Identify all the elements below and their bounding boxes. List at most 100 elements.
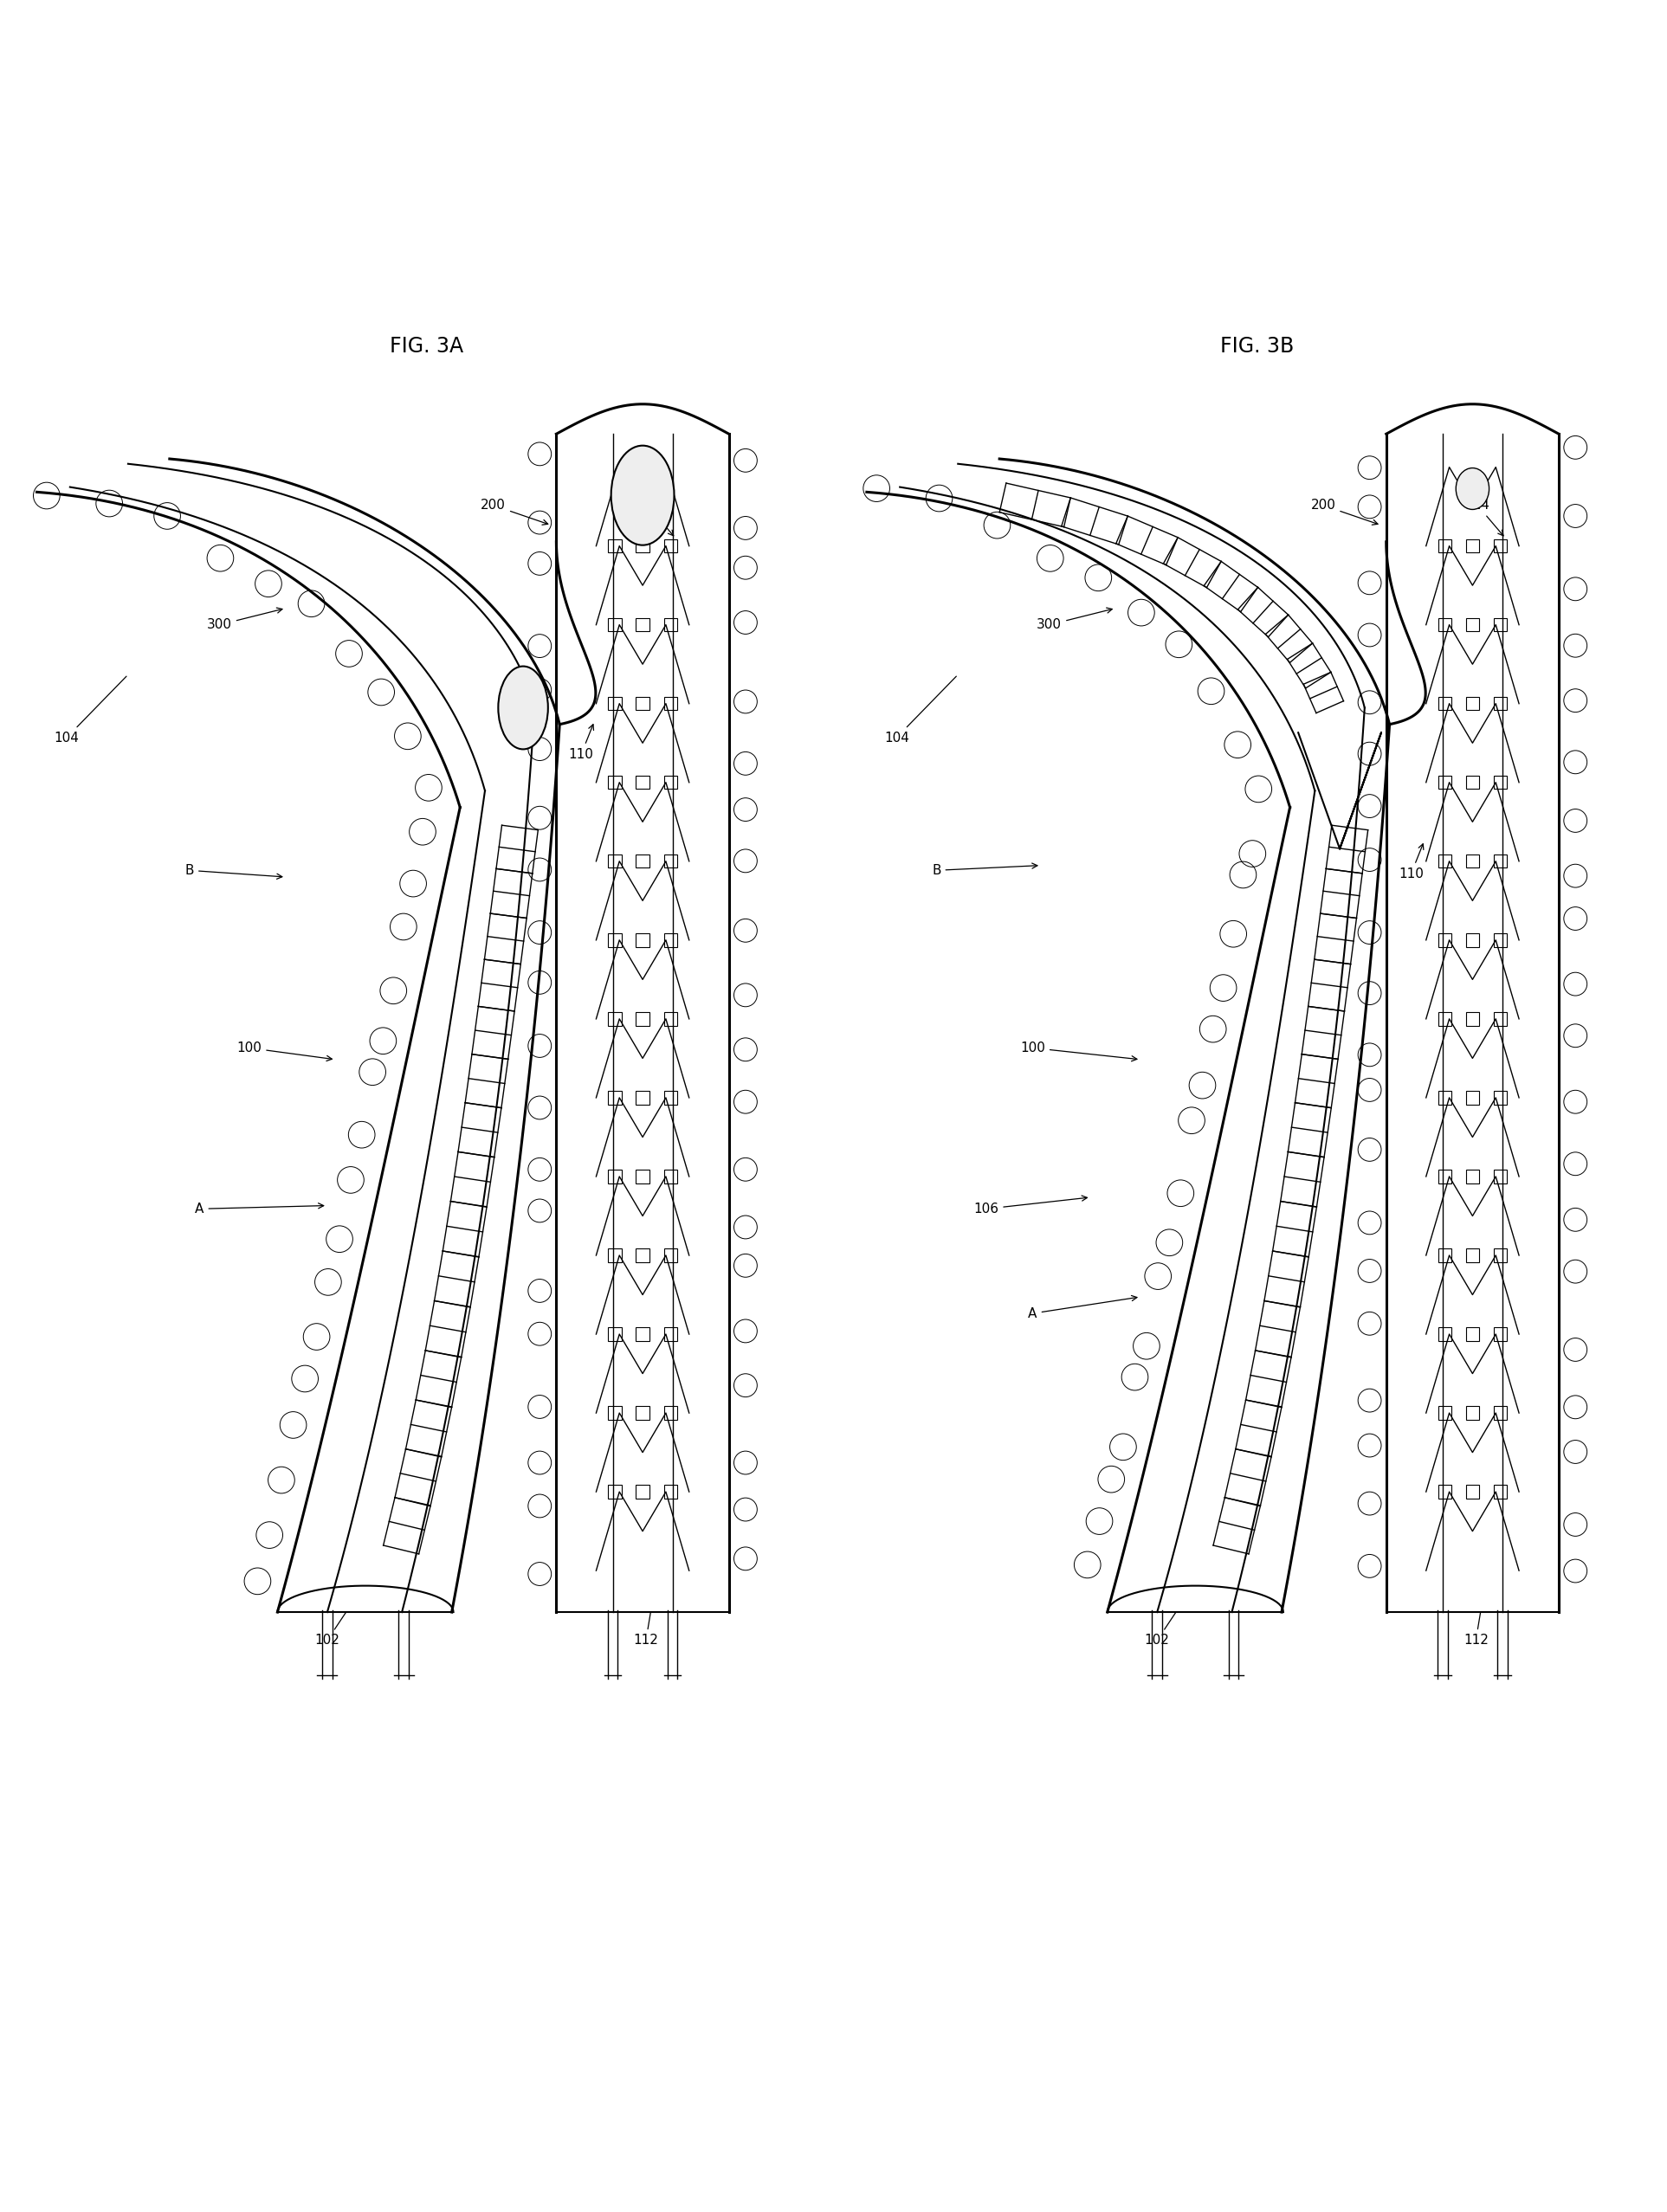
Bar bbox=[1494, 1091, 1507, 1104]
Bar bbox=[1465, 776, 1479, 790]
Bar bbox=[663, 697, 677, 710]
Bar bbox=[637, 776, 648, 790]
Ellipse shape bbox=[1455, 469, 1489, 509]
Bar bbox=[637, 1250, 648, 1263]
Bar bbox=[608, 776, 622, 790]
Text: 200: 200 bbox=[1310, 500, 1379, 524]
Bar bbox=[608, 854, 622, 867]
Bar bbox=[1465, 854, 1479, 867]
Bar bbox=[637, 1013, 648, 1026]
Text: A: A bbox=[1029, 1296, 1137, 1321]
Bar bbox=[1465, 617, 1479, 630]
Bar bbox=[608, 1327, 622, 1340]
Bar bbox=[663, 1250, 677, 1263]
Bar bbox=[1465, 1407, 1479, 1420]
Bar bbox=[1494, 1484, 1507, 1498]
Text: 106: 106 bbox=[974, 1197, 1087, 1214]
Bar bbox=[663, 854, 677, 867]
Bar bbox=[1439, 854, 1452, 867]
Bar bbox=[637, 1091, 648, 1104]
Bar bbox=[663, 1327, 677, 1340]
Bar bbox=[1494, 617, 1507, 630]
Ellipse shape bbox=[612, 445, 673, 544]
Text: 102: 102 bbox=[1145, 1613, 1175, 1646]
Bar bbox=[663, 1170, 677, 1183]
Bar bbox=[608, 617, 622, 630]
Bar bbox=[663, 1484, 677, 1498]
Bar bbox=[608, 1250, 622, 1263]
Bar bbox=[1465, 1327, 1479, 1340]
Bar bbox=[1439, 1013, 1452, 1026]
Bar bbox=[663, 617, 677, 630]
Bar bbox=[637, 540, 648, 553]
Bar bbox=[1439, 1484, 1452, 1498]
Bar bbox=[608, 1484, 622, 1498]
Bar bbox=[1465, 1013, 1479, 1026]
Bar bbox=[1465, 540, 1479, 553]
Text: B: B bbox=[185, 865, 282, 878]
Text: 112: 112 bbox=[1464, 1613, 1489, 1646]
Bar bbox=[1494, 854, 1507, 867]
Bar bbox=[637, 1407, 648, 1420]
Bar bbox=[1465, 1170, 1479, 1183]
Bar bbox=[663, 933, 677, 947]
Bar bbox=[1494, 1407, 1507, 1420]
Bar bbox=[1494, 933, 1507, 947]
Bar bbox=[1465, 1250, 1479, 1263]
Text: 100: 100 bbox=[1020, 1042, 1137, 1062]
Bar bbox=[637, 1484, 648, 1498]
Bar bbox=[663, 1013, 677, 1026]
Bar bbox=[663, 776, 677, 790]
Bar bbox=[1439, 933, 1452, 947]
Bar bbox=[1465, 1091, 1479, 1104]
Bar bbox=[637, 697, 648, 710]
Bar bbox=[608, 1407, 622, 1420]
Bar bbox=[663, 1407, 677, 1420]
Bar bbox=[1494, 1327, 1507, 1340]
Bar bbox=[1494, 697, 1507, 710]
Bar bbox=[663, 540, 677, 553]
Bar bbox=[1465, 1484, 1479, 1498]
Text: 110: 110 bbox=[568, 723, 593, 761]
Text: 104: 104 bbox=[53, 677, 127, 743]
Bar bbox=[1439, 1407, 1452, 1420]
Bar bbox=[663, 1091, 677, 1104]
Bar bbox=[637, 1327, 648, 1340]
Text: 300: 300 bbox=[207, 608, 282, 630]
Bar bbox=[637, 933, 648, 947]
Bar bbox=[1439, 617, 1452, 630]
Text: 110: 110 bbox=[1399, 843, 1424, 880]
Bar bbox=[1465, 933, 1479, 947]
Text: 112: 112 bbox=[633, 1613, 658, 1646]
Bar bbox=[1439, 1170, 1452, 1183]
Ellipse shape bbox=[498, 666, 548, 750]
Text: 104: 104 bbox=[884, 677, 957, 743]
Text: A: A bbox=[195, 1203, 323, 1214]
Bar bbox=[1494, 776, 1507, 790]
Bar bbox=[608, 697, 622, 710]
Bar bbox=[637, 854, 648, 867]
Text: 300: 300 bbox=[1037, 608, 1112, 630]
Text: FIG. 3A: FIG. 3A bbox=[390, 336, 463, 356]
Text: 114: 114 bbox=[1465, 500, 1504, 535]
Bar bbox=[608, 1170, 622, 1183]
Bar bbox=[1439, 697, 1452, 710]
Bar bbox=[637, 617, 648, 630]
Bar bbox=[608, 1013, 622, 1026]
Text: B: B bbox=[932, 863, 1037, 876]
Bar bbox=[1494, 1170, 1507, 1183]
Text: 114: 114 bbox=[635, 500, 673, 535]
Bar bbox=[1439, 540, 1452, 553]
Bar bbox=[608, 1091, 622, 1104]
Bar bbox=[1439, 776, 1452, 790]
Bar bbox=[1494, 1013, 1507, 1026]
Text: FIG. 3B: FIG. 3B bbox=[1220, 336, 1294, 356]
Bar bbox=[1494, 540, 1507, 553]
Bar bbox=[637, 1170, 648, 1183]
Bar bbox=[1494, 1250, 1507, 1263]
Bar bbox=[1439, 1327, 1452, 1340]
Bar bbox=[1439, 1091, 1452, 1104]
Text: 200: 200 bbox=[480, 500, 548, 524]
Text: 102: 102 bbox=[315, 1613, 345, 1646]
Bar bbox=[1439, 1250, 1452, 1263]
